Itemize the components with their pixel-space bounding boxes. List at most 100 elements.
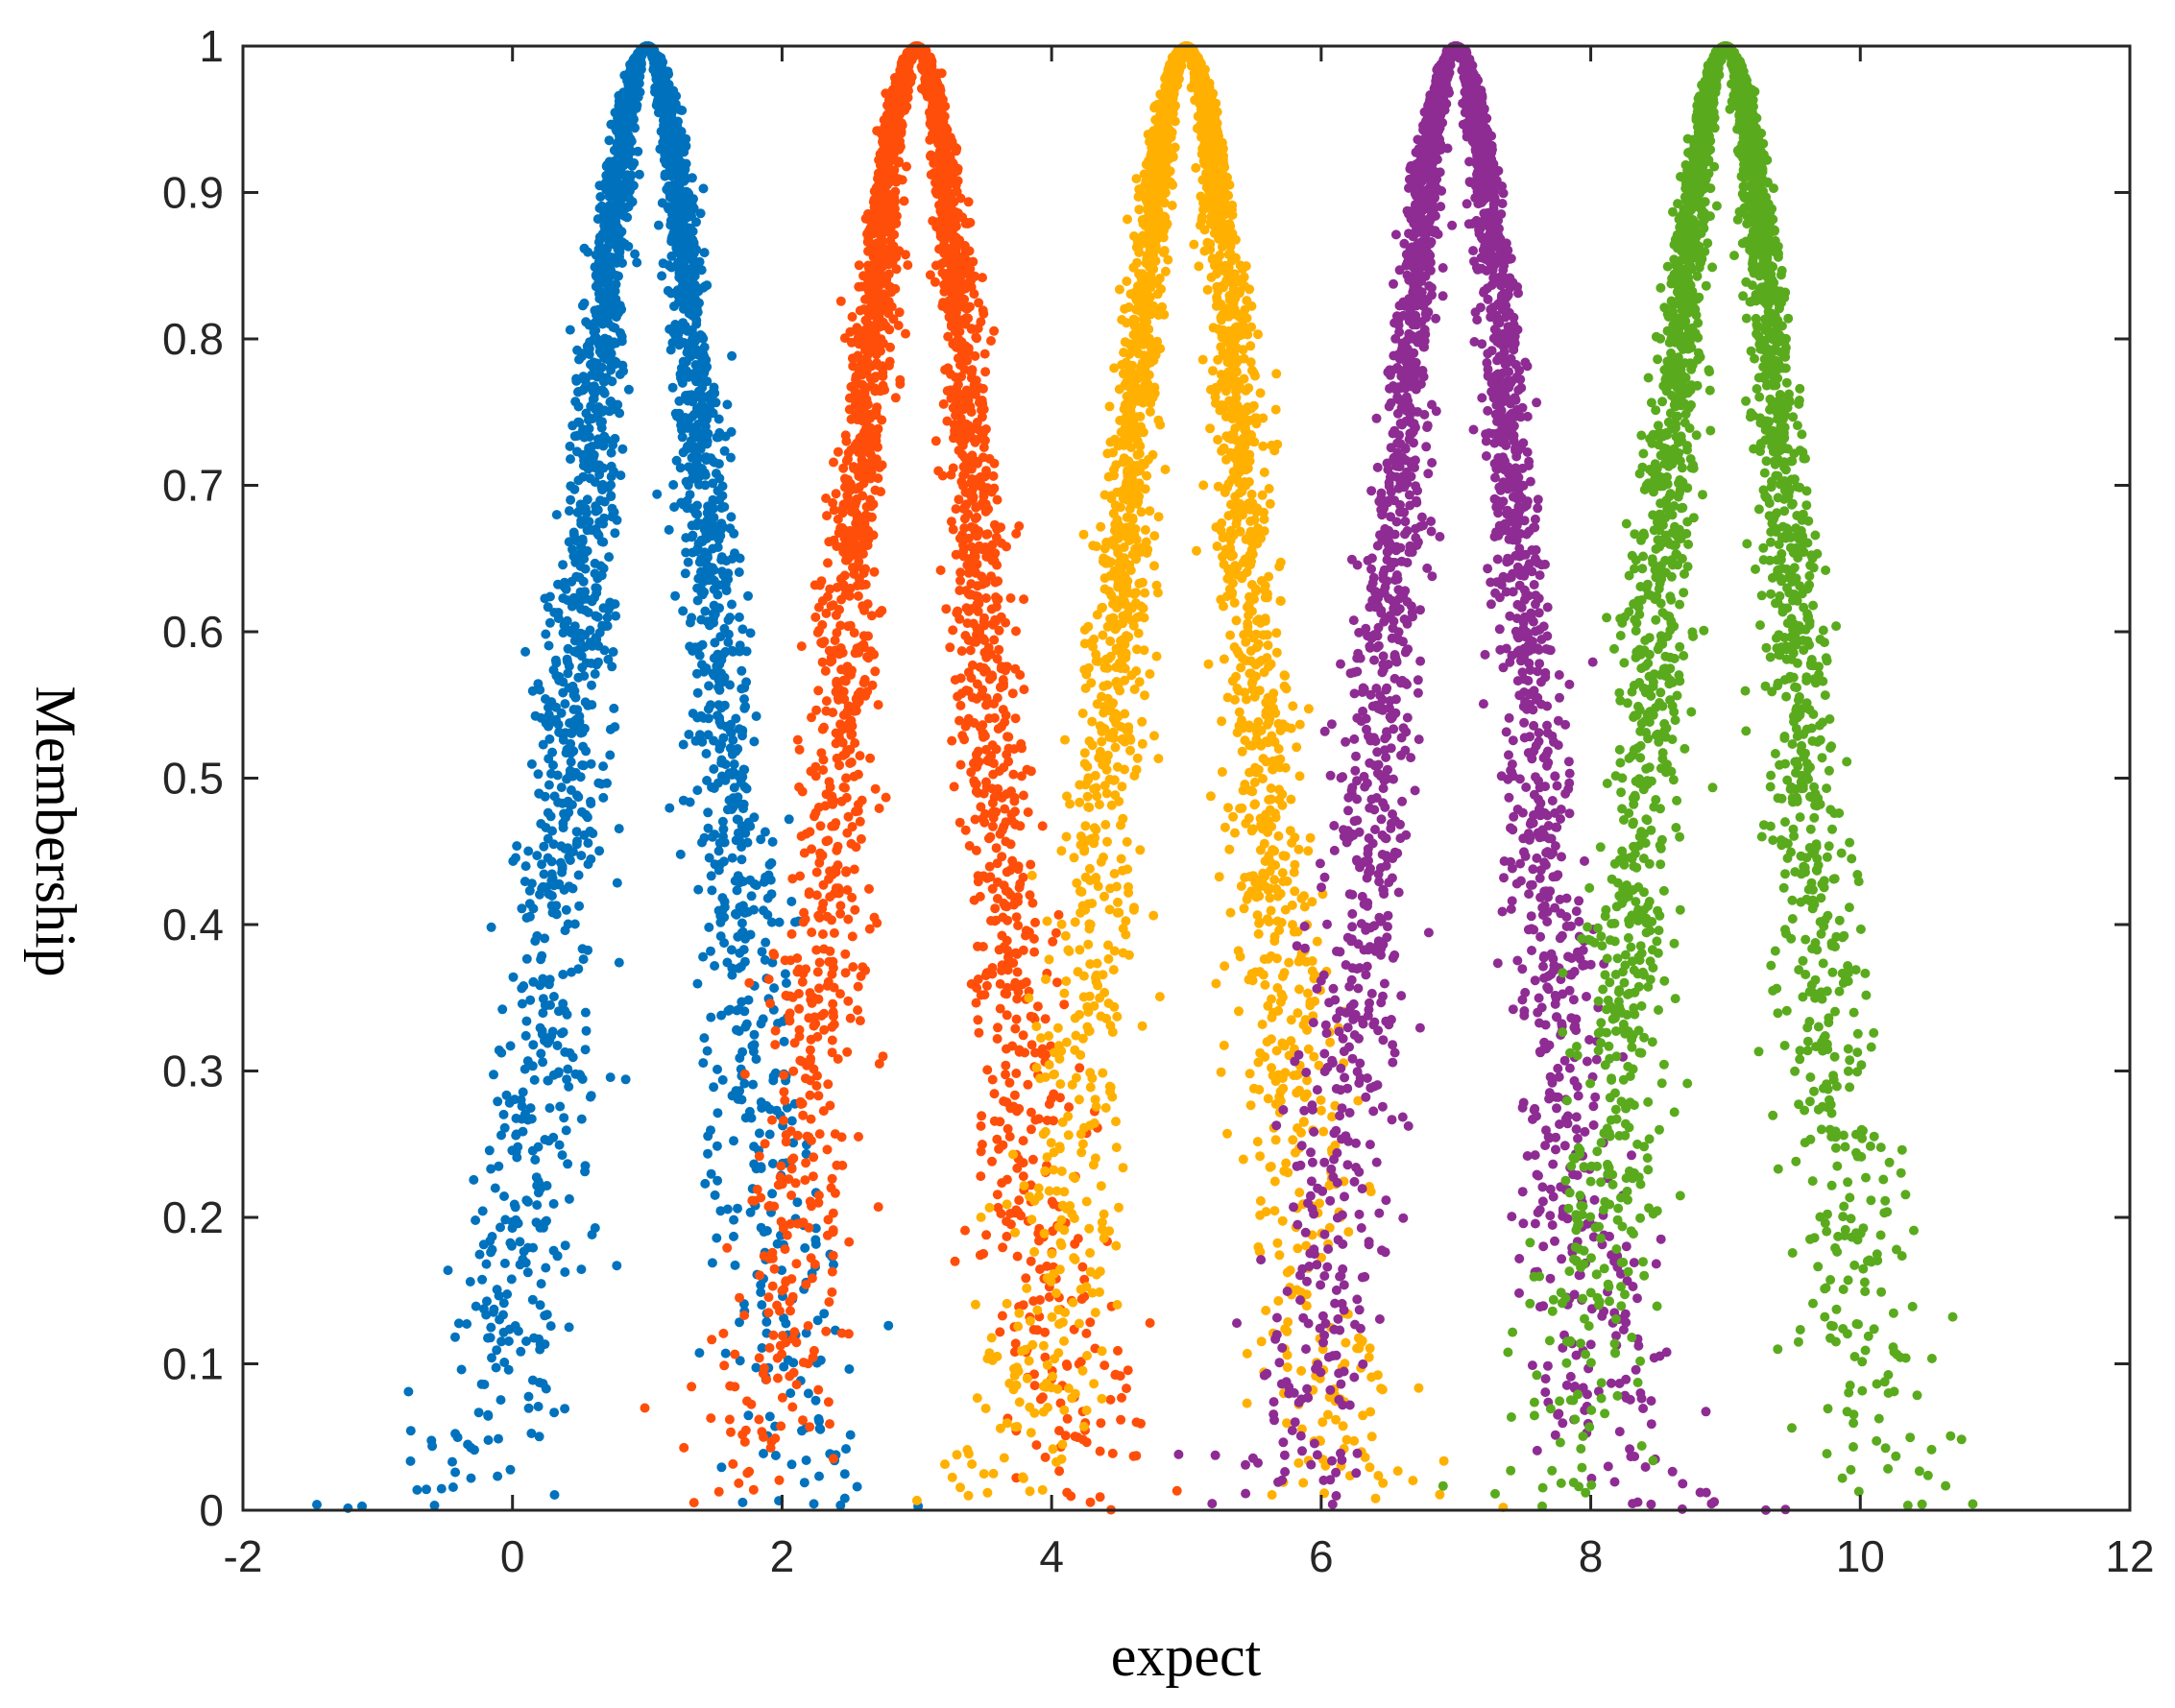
scatter-point [895, 379, 906, 389]
scatter-point [716, 1462, 727, 1473]
scatter-point [761, 872, 771, 882]
scatter-point [702, 533, 713, 543]
scatter-point [961, 217, 972, 228]
scatter-point [812, 1315, 823, 1326]
scatter-point [796, 641, 807, 652]
scatter-point [836, 664, 847, 675]
scatter-point [596, 570, 607, 581]
scatter-point [590, 669, 600, 679]
scatter-point [591, 633, 601, 643]
scatter-point [491, 1362, 501, 1373]
scatter-point [562, 615, 572, 626]
scatter-point [814, 983, 824, 994]
scatter-point [670, 408, 681, 419]
scatter-point [737, 1497, 748, 1507]
scatter-point [1009, 1090, 1020, 1100]
scatter-point [540, 933, 550, 944]
scatter-point [561, 812, 570, 823]
scatter-point [594, 232, 605, 242]
scatter-point [759, 1449, 768, 1458]
scatter-point [605, 200, 616, 210]
scatter-point [579, 515, 590, 525]
scatter-point [716, 1010, 727, 1021]
scatter-point [667, 382, 678, 393]
scatter-point [665, 117, 675, 128]
scatter-point [739, 1078, 750, 1089]
scatter-point [557, 1150, 568, 1161]
scatter-point [621, 116, 632, 127]
scatter-point [568, 421, 578, 431]
scatter-point [608, 508, 618, 518]
scatter-point [591, 506, 601, 517]
scatter-point [544, 640, 554, 651]
scatter-point [755, 1270, 765, 1281]
scatter-point [704, 681, 714, 691]
scatter-point [718, 824, 729, 834]
scatter-point [701, 663, 712, 673]
scatter-point [512, 841, 522, 852]
scatter-point [701, 749, 712, 758]
scatter-point [422, 1484, 431, 1495]
scatter-point [727, 350, 737, 361]
scatter-point [501, 1090, 512, 1100]
scatter-point [731, 713, 741, 724]
scatter-point [803, 1388, 813, 1399]
scatter-point [558, 687, 568, 698]
scatter-point [965, 645, 976, 656]
scatter-point [844, 1237, 855, 1247]
scatter-point [749, 812, 760, 823]
scatter-point [580, 697, 591, 708]
scatter-point [769, 983, 780, 994]
scatter-point [527, 686, 538, 696]
scatter-point [561, 584, 571, 594]
scatter-point [496, 1047, 507, 1058]
scatter-point [1051, 977, 1062, 988]
scatter-point [745, 628, 756, 638]
scatter-point [814, 957, 825, 968]
scatter-point [604, 552, 615, 563]
scatter-point [707, 885, 717, 896]
scatter-point [626, 99, 636, 109]
scatter-point [652, 489, 663, 499]
scatter-point [699, 1033, 710, 1044]
scatter-point [992, 1034, 1003, 1044]
scatter-point [704, 853, 714, 863]
scatter-point [598, 441, 609, 451]
scatter-point [605, 724, 616, 734]
scatter-point [971, 845, 981, 855]
scatter-point [780, 1244, 790, 1255]
scatter-point [622, 212, 633, 223]
scatter-point [1053, 909, 1064, 920]
scatter-point [1030, 1115, 1041, 1125]
scatter-point [749, 904, 759, 915]
scatter-point [568, 592, 579, 603]
scatter-point [854, 1132, 863, 1142]
scatter-point [594, 341, 605, 351]
scatter-point [587, 680, 596, 690]
scatter-point [627, 62, 638, 73]
scatter-point [602, 778, 612, 788]
scatter-point [403, 1386, 414, 1397]
scatter-point [558, 593, 568, 604]
scatter-point [594, 180, 605, 191]
scatter-point [687, 310, 697, 321]
scatter-point [522, 1196, 533, 1207]
scatter-point [611, 611, 621, 621]
scatter-point [606, 362, 616, 372]
scatter-point [469, 1174, 479, 1185]
scatter-point [657, 271, 667, 281]
scatter-point [748, 1079, 759, 1090]
scatter-point [533, 769, 544, 780]
scatter-point [811, 867, 822, 878]
scatter-point [498, 1310, 508, 1320]
scatter-point [810, 1223, 821, 1234]
scatter-point [477, 1206, 488, 1216]
scatter-point [486, 1322, 496, 1333]
scatter-point [488, 1307, 498, 1317]
scatter-point [745, 929, 756, 940]
scatter-point [547, 826, 557, 836]
scatter-point [566, 757, 576, 767]
scatter-point [581, 658, 592, 668]
scatter-point [526, 878, 537, 889]
scatter-point [529, 1074, 540, 1085]
